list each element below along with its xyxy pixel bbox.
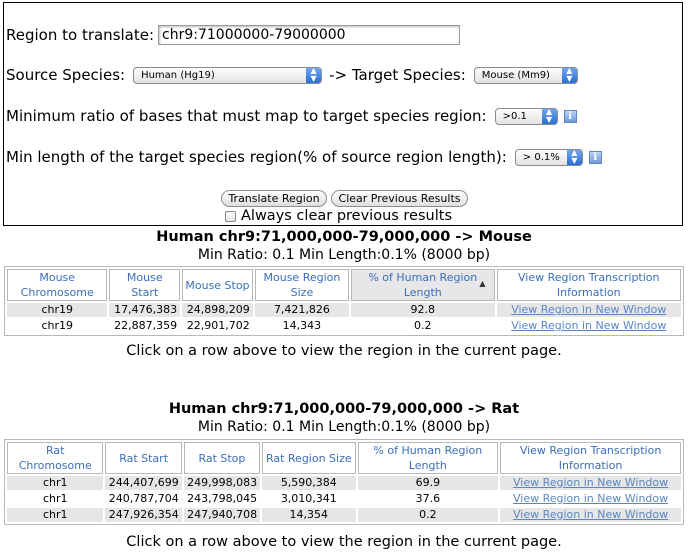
percent-cell: 0.2 bbox=[414, 319, 432, 332]
size-cell: 14,343 bbox=[282, 319, 322, 332]
percent-cell: 37.6 bbox=[415, 492, 441, 505]
chromosome-cell: chr1 bbox=[42, 492, 68, 505]
always-clear-checkbox[interactable] bbox=[225, 210, 236, 222]
chromosome-cell: chr19 bbox=[7, 303, 108, 317]
region-input[interactable]: chr9:71000000-79000000 bbox=[158, 25, 461, 45]
table-header-row: Mouse Chromosome Mouse Start Mouse Stop … bbox=[7, 269, 681, 301]
target-species-select[interactable]: Mouse (Mm9) ▲ ▼ bbox=[473, 66, 578, 84]
stop-cell: 243,798,045 bbox=[187, 492, 258, 505]
mouse-click-note: Click on a row above to view the region … bbox=[126, 343, 562, 359]
stop-cell: 249,998,083 bbox=[183, 476, 261, 490]
chromosome-cell: chr1 bbox=[7, 476, 104, 490]
target-species-label: -> Target Species: bbox=[329, 66, 466, 84]
table-header-row: Rat Chromosome Rat Start Rat Stop Rat Re… bbox=[7, 442, 681, 474]
column-header-sorted[interactable]: % of Human Region Length ▲ bbox=[351, 269, 495, 301]
min-length-value: > 0.1% bbox=[522, 151, 560, 163]
sort-ascending-icon: ▲ bbox=[479, 279, 486, 288]
column-header[interactable]: View Region Transcription Information bbox=[496, 269, 681, 301]
source-species-value: Human (Hg19) bbox=[141, 69, 215, 81]
start-cell: 17,476,383 bbox=[109, 303, 181, 317]
table-row[interactable]: chr19 22,887,359 22,901,702 14,343 0.2 V… bbox=[7, 319, 681, 333]
clear-previous-results-button[interactable]: Clear Previous Results bbox=[331, 190, 468, 207]
table-row[interactable]: chr19 17,476,383 24,898,209 7,421,826 92… bbox=[7, 303, 681, 317]
start-cell: 22,887,359 bbox=[114, 319, 178, 332]
min-length-row: Min length of the target species region(… bbox=[6, 148, 602, 166]
table-row[interactable]: chr1 244,407,699 249,998,083 5,590,384 6… bbox=[7, 476, 681, 490]
column-header[interactable]: Mouse Region Size bbox=[254, 269, 350, 301]
stop-cell: 247,940,708 bbox=[183, 508, 261, 522]
min-ratio-value: >0.1 bbox=[502, 110, 527, 122]
select-arrows-icon: ▲ ▼ bbox=[561, 67, 577, 83]
view-region-link[interactable]: View Region in New Window bbox=[500, 476, 681, 490]
column-header[interactable]: View Region Transcription Information bbox=[500, 442, 681, 474]
region-label: Region to translate: bbox=[6, 26, 155, 44]
source-species-select[interactable]: Human (Hg19) ▲ ▼ bbox=[133, 66, 323, 84]
select-arrows-icon: ▲ ▼ bbox=[541, 108, 557, 124]
select-arrows-icon: ▲ ▼ bbox=[306, 67, 322, 83]
size-cell: 14,354 bbox=[262, 508, 356, 522]
column-header[interactable]: Rat Start bbox=[105, 442, 182, 474]
size-cell: 5,590,384 bbox=[262, 476, 356, 490]
stop-cell: 22,901,702 bbox=[186, 319, 250, 332]
percent-cell: 92.8 bbox=[351, 303, 495, 317]
info-icon[interactable]: i bbox=[563, 109, 577, 123]
stop-cell: 24,898,209 bbox=[182, 303, 253, 317]
percent-cell: 0.2 bbox=[357, 508, 499, 522]
min-ratio-select[interactable]: >0.1 ▲ ▼ bbox=[494, 107, 558, 125]
info-icon[interactable]: i bbox=[588, 150, 602, 164]
view-region-link[interactable]: View Region in New Window bbox=[511, 319, 667, 332]
column-header[interactable]: Rat Region Size bbox=[262, 442, 356, 474]
rat-click-note: Click on a row above to view the region … bbox=[126, 534, 562, 550]
view-region-link[interactable]: View Region in New Window bbox=[500, 508, 681, 522]
start-cell: 240,787,704 bbox=[108, 492, 179, 505]
column-header[interactable]: % of Human Region Length bbox=[357, 442, 499, 474]
translate-region-button[interactable]: Translate Region bbox=[221, 190, 327, 207]
select-arrows-icon: ▲ ▼ bbox=[566, 149, 582, 165]
min-length-label: Min length of the target species region(… bbox=[6, 148, 507, 166]
column-header[interactable]: Rat Stop bbox=[183, 442, 261, 474]
percent-cell: 69.9 bbox=[357, 476, 499, 490]
column-header-label: % of Human Region Length bbox=[368, 271, 478, 299]
mouse-results-table: Mouse Chromosome Mouse Start Mouse Stop … bbox=[4, 266, 684, 336]
view-region-link[interactable]: View Region in New Window bbox=[496, 303, 681, 317]
region-row: Region to translate: chr9:71000000-79000… bbox=[6, 25, 461, 45]
always-clear-label: Always clear previous results bbox=[241, 208, 452, 224]
start-cell: 247,926,354 bbox=[105, 508, 182, 522]
table-row[interactable]: chr1 247,926,354 247,940,708 14,354 0.2 … bbox=[7, 508, 681, 522]
species-row: Source Species: Human (Hg19) ▲ ▼ -> Targe… bbox=[6, 66, 578, 84]
chromosome-cell: chr1 bbox=[7, 508, 104, 522]
table-row[interactable]: chr1 240,787,704 243,798,045 3,010,341 3… bbox=[7, 492, 681, 506]
mouse-result-subtitle: Min Ratio: 0.1 Min Length:0.1% (8000 bp) bbox=[197, 247, 491, 263]
min-ratio-label: Minimum ratio of bases that must map to … bbox=[6, 107, 487, 125]
view-region-link[interactable]: View Region in New Window bbox=[513, 492, 669, 505]
target-species-value: Mouse (Mm9) bbox=[481, 69, 550, 81]
column-header[interactable]: Mouse Start bbox=[109, 269, 181, 301]
translation-form: Region to translate: chr9:71000000-79000… bbox=[3, 2, 683, 226]
size-cell: 3,010,341 bbox=[280, 492, 337, 505]
always-clear-row: Always clear previous results bbox=[225, 208, 452, 224]
rat-results-table: Rat Chromosome Rat Start Rat Stop Rat Re… bbox=[4, 439, 684, 525]
column-header[interactable]: Mouse Chromosome bbox=[7, 269, 108, 301]
source-species-label: Source Species: bbox=[6, 66, 126, 84]
min-length-select[interactable]: > 0.1% ▲ ▼ bbox=[514, 148, 583, 166]
rat-result-subtitle: Min Ratio: 0.1 Min Length:0.1% (8000 bp) bbox=[197, 419, 491, 435]
start-cell: 244,407,699 bbox=[105, 476, 182, 490]
column-header[interactable]: Rat Chromosome bbox=[7, 442, 104, 474]
rat-result-title: Human chr9:71,000,000-79,000,000 -> Rat bbox=[168, 401, 520, 417]
chromosome-cell: chr19 bbox=[41, 319, 73, 332]
min-ratio-row: Minimum ratio of bases that must map to … bbox=[6, 107, 577, 125]
size-cell: 7,421,826 bbox=[254, 303, 350, 317]
mouse-result-title: Human chr9:71,000,000-79,000,000 -> Mous… bbox=[156, 229, 532, 245]
column-header[interactable]: Mouse Stop bbox=[182, 269, 253, 301]
